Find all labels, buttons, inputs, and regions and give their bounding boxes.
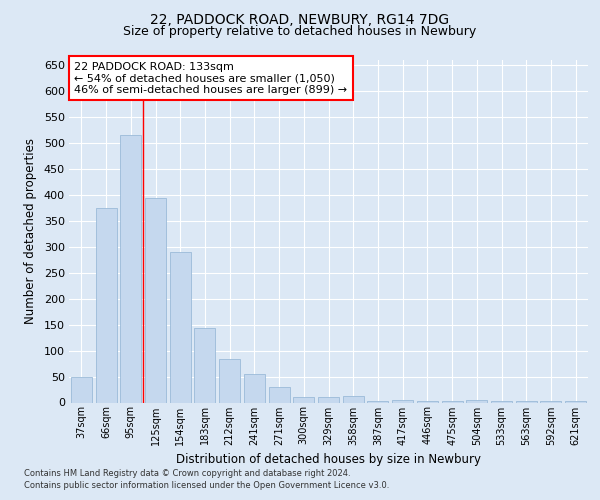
Bar [219,360,240,403]
Text: 22, PADDOCK ROAD, NEWBURY, RG14 7DG: 22, PADDOCK ROAD, NEWBURY, RG14 7DG [151,12,449,26]
X-axis label: Distribution of detached houses by size in Newbury: Distribution of detached houses by size … [176,453,481,466]
Bar [367,401,388,402]
Bar [120,135,141,402]
Bar [318,398,339,402]
Bar [95,208,116,402]
Bar [442,401,463,402]
Bar [491,401,512,402]
Text: Contains public sector information licensed under the Open Government Licence v3: Contains public sector information licen… [24,481,389,490]
Bar [541,401,562,402]
Y-axis label: Number of detached properties: Number of detached properties [24,138,37,324]
Bar [269,387,290,402]
Bar [71,376,92,402]
Bar [293,398,314,402]
Text: Size of property relative to detached houses in Newbury: Size of property relative to detached ho… [124,25,476,38]
Bar [466,400,487,402]
Bar [343,396,364,402]
Bar [516,401,537,402]
Text: 22 PADDOCK ROAD: 133sqm
← 54% of detached houses are smaller (1,050)
46% of semi: 22 PADDOCK ROAD: 133sqm ← 54% of detache… [74,62,347,95]
Text: Contains HM Land Registry data © Crown copyright and database right 2024.: Contains HM Land Registry data © Crown c… [24,468,350,477]
Bar [194,328,215,402]
Bar [392,400,413,402]
Bar [565,401,586,402]
Bar [170,252,191,402]
Bar [244,374,265,402]
Bar [417,401,438,402]
Bar [145,198,166,402]
